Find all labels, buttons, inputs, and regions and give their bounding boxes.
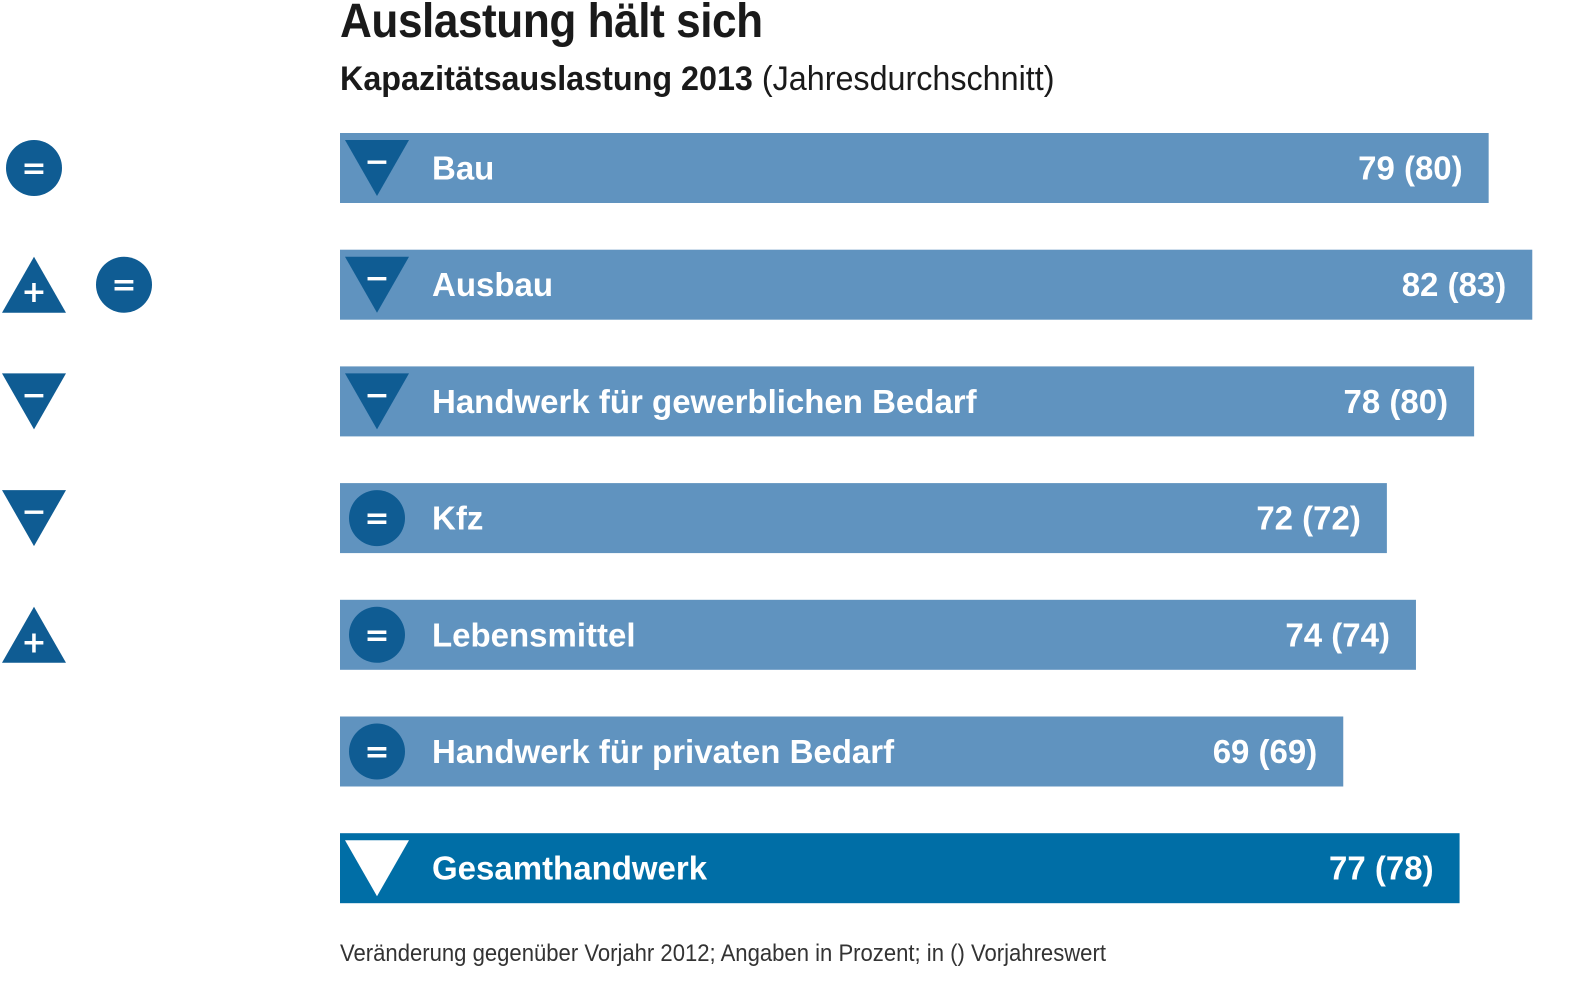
equal-circle-icon bbox=[349, 606, 405, 663]
symbol-glyph: + bbox=[21, 625, 46, 660]
bar bbox=[340, 366, 1475, 437]
bar-value-label: 72 (72) bbox=[1256, 500, 1361, 537]
symbol-glyph: − bbox=[364, 261, 389, 296]
bar-label: Kfz bbox=[432, 500, 483, 537]
bar-label: Handwerk für privaten Bedarf bbox=[432, 733, 895, 770]
bar-chart: − Bau 79 (80) = − Ausbau 82 (83) + = − Handwerk fü… bbox=[2, 133, 1533, 904]
bar-value-label: 78 (80) bbox=[1344, 383, 1449, 420]
down-triangle-icon bbox=[345, 256, 409, 313]
outlook-symbol: + bbox=[2, 606, 66, 663]
bar-value-label: 74 (74) bbox=[1285, 616, 1390, 653]
outlook-symbol: = bbox=[96, 256, 152, 313]
down-triangle-icon bbox=[2, 490, 66, 547]
outlook-symbol: + bbox=[2, 256, 66, 313]
equal-circle-icon bbox=[96, 256, 152, 313]
down-triangle-icon bbox=[345, 840, 409, 897]
bar-label: Handwerk für gewerblichen Bedarf bbox=[432, 383, 978, 420]
symbol-glyph: = bbox=[364, 502, 389, 537]
chart-title: Auslastung hält sich bbox=[340, 0, 763, 48]
subtitle-main: Kapazitätsauslastung 2013 bbox=[340, 60, 753, 98]
up-triangle-icon bbox=[2, 606, 66, 663]
equal-circle-icon bbox=[349, 490, 405, 547]
bar-change-symbol: − bbox=[345, 840, 409, 897]
bar-change-symbol: = bbox=[349, 490, 405, 547]
bar-change-symbol: = bbox=[349, 606, 405, 663]
bar bbox=[340, 133, 1489, 203]
symbol-glyph: − bbox=[21, 378, 46, 413]
bar-change-symbol: − bbox=[345, 256, 409, 313]
equal-circle-icon bbox=[6, 140, 62, 196]
down-triangle-icon bbox=[2, 373, 66, 430]
down-triangle-icon bbox=[345, 140, 409, 196]
outlook-symbol: = bbox=[6, 140, 62, 196]
symbol-glyph: − bbox=[364, 378, 389, 413]
symbol-glyph: = bbox=[364, 618, 389, 653]
subtitle-note: (Jahresdurchschnitt) bbox=[761, 60, 1055, 98]
bar bbox=[340, 599, 1416, 670]
outlook-symbol: − bbox=[2, 373, 66, 430]
symbol-glyph: − bbox=[21, 495, 46, 530]
bar-label: Lebensmittel bbox=[432, 616, 636, 653]
bar-label: Bau bbox=[432, 150, 494, 187]
up-triangle-icon bbox=[2, 256, 66, 313]
symbol-glyph: + bbox=[21, 275, 46, 310]
bar bbox=[340, 716, 1344, 787]
bar-change-symbol: − bbox=[345, 373, 409, 430]
bar-change-symbol: − bbox=[345, 140, 409, 196]
bar bbox=[340, 249, 1533, 320]
bar-value-label: 77 (78) bbox=[1329, 850, 1434, 887]
footnote: Veränderung gegenüber Vorjahr 2012; Anga… bbox=[340, 940, 1106, 967]
bar-change-symbol: = bbox=[349, 723, 405, 780]
symbol-glyph: = bbox=[21, 152, 46, 187]
symbol-glyph: − bbox=[364, 845, 389, 880]
bar-value-label: 82 (83) bbox=[1402, 266, 1507, 303]
outlook-symbol: − bbox=[2, 490, 66, 547]
down-triangle-icon bbox=[345, 373, 409, 430]
bar-value-label: 79 (80) bbox=[1358, 150, 1463, 187]
symbol-glyph: = bbox=[364, 735, 389, 770]
symbol-glyph: − bbox=[364, 145, 389, 180]
bar-label: Gesamthandwerk bbox=[432, 850, 708, 887]
bar-value-label: 69 (69) bbox=[1213, 733, 1318, 770]
equal-circle-icon bbox=[349, 723, 405, 780]
bar-label: Ausbau bbox=[432, 266, 553, 303]
chart-subtitle: Kapazitätsauslastung 2013 (Jahresdurchsc… bbox=[340, 60, 1054, 99]
bar bbox=[340, 483, 1387, 554]
bar-total bbox=[340, 833, 1460, 904]
symbol-glyph: = bbox=[111, 268, 136, 303]
